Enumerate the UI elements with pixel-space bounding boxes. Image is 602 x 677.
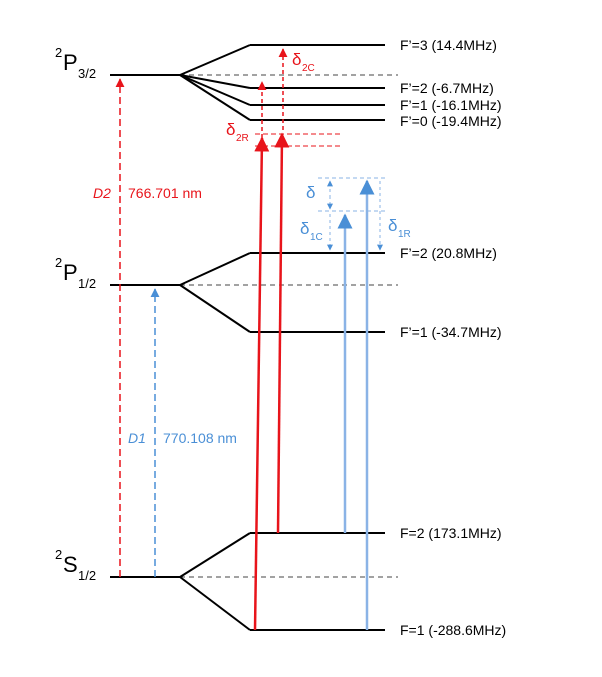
delta-symbol: δ xyxy=(306,183,315,202)
term-s12-sup: 2 xyxy=(55,547,62,562)
s12-manifold xyxy=(110,532,398,631)
d2-laser-from-f1 xyxy=(253,136,270,631)
s12-branch-f1 xyxy=(179,576,251,631)
term-s12: 2 S 1/2 xyxy=(55,547,96,583)
term-s12-letter: S xyxy=(63,552,78,577)
d2-name: D2 xyxy=(93,185,111,201)
term-s12-sub: 1/2 xyxy=(78,568,96,583)
term-p12-letter: P xyxy=(63,260,78,285)
label-p12-f2: F’=2 (20.8MHz) xyxy=(400,245,497,261)
delta-2r-sub: 2R xyxy=(236,133,249,144)
p32-branch-f2 xyxy=(179,74,251,89)
label-p32-f2: F’=2 (-6.7MHz) xyxy=(400,80,494,96)
label-s12-f1: F=1 (-288.6MHz) xyxy=(400,622,506,638)
p32-manifold xyxy=(110,44,398,121)
label-s12-f2: F=2 (173.1MHz) xyxy=(400,525,502,541)
label-p12-f1: F’=1 (-34.7MHz) xyxy=(400,324,502,340)
delta-1r: δ 1R xyxy=(388,216,411,240)
term-p12-sub: 1/2 xyxy=(78,276,96,291)
delta-2c-symbol: δ xyxy=(292,50,301,69)
term-p32-sub: 3/2 xyxy=(78,66,96,81)
d1-lasers xyxy=(318,177,388,630)
p32-branch-f1 xyxy=(179,74,251,106)
delta-1c-sub: 1C xyxy=(310,232,323,243)
p32-branch-f3 xyxy=(179,44,251,76)
p12-branch-f2 xyxy=(179,252,251,286)
delta-2r: δ 2R xyxy=(226,120,249,144)
p12-branch-f1 xyxy=(179,284,251,333)
d2-laser-from-f2 xyxy=(274,132,290,534)
d2-wavelength: 766.701 nm xyxy=(128,185,202,201)
delta-1r-symbol: δ xyxy=(388,216,397,235)
d2-lasers xyxy=(253,48,340,631)
delta-2c-sub: 2C xyxy=(302,63,315,74)
label-p32-f1: F’=1 (-16.1MHz) xyxy=(400,97,502,113)
delta-1r-sub: 1R xyxy=(398,229,411,240)
p32-branch-f0 xyxy=(179,74,251,121)
term-p32-sup: 2 xyxy=(55,45,62,60)
term-p12: 2 P 1/2 xyxy=(55,255,96,291)
delta-2r-symbol: δ xyxy=(226,120,235,139)
label-p32-f0: F’=0 (-19.4MHz) xyxy=(400,113,502,129)
delta-1c: δ 1C xyxy=(300,219,323,243)
term-p32-letter: P xyxy=(63,50,78,75)
d1-wavelength: 770.108 nm xyxy=(163,430,237,446)
s12-branch-f2 xyxy=(179,532,251,578)
d1-name: D1 xyxy=(128,430,146,446)
level-labels: F’=3 (14.4MHz) F’=2 (-6.7MHz) F’=1 (-16.… xyxy=(400,37,506,638)
term-p12-sup: 2 xyxy=(55,255,62,270)
p12-manifold xyxy=(110,252,398,333)
delta-2c: δ 2C xyxy=(292,50,315,74)
delta-1c-symbol: δ xyxy=(300,219,309,238)
term-p32: 2 P 3/2 xyxy=(55,45,96,81)
label-p32-f3: F’=3 (14.4MHz) xyxy=(400,37,497,53)
